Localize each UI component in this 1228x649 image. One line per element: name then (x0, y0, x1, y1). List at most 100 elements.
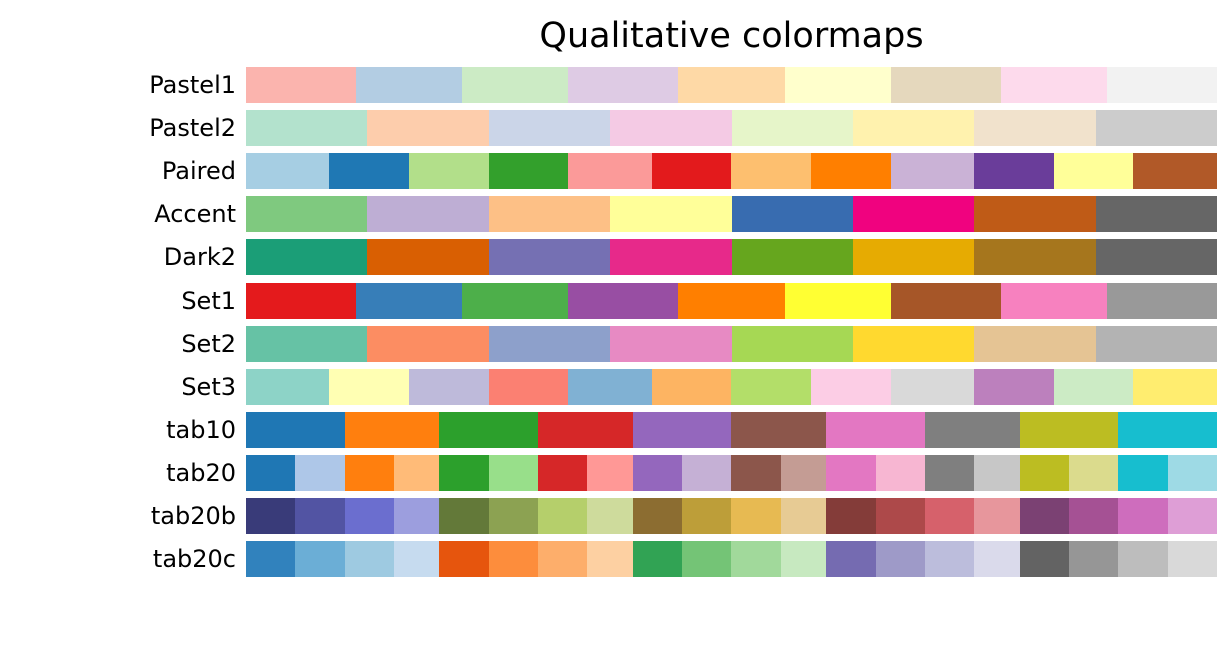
color-swatch (462, 282, 569, 319)
color-swatch (974, 498, 1020, 534)
color-swatch (1118, 498, 1168, 534)
colormap-label: Set1 (181, 286, 236, 315)
colormap-label: Pastel2 (149, 114, 236, 143)
color-swatch (890, 368, 975, 405)
color-swatch (682, 454, 732, 491)
color-swatch (587, 454, 633, 491)
color-swatch (439, 541, 489, 578)
colormap-row: Set3 (0, 368, 1228, 405)
chart-title: Qualitative colormaps (539, 16, 924, 56)
colormap-bar (246, 196, 1217, 233)
color-swatch (1068, 498, 1119, 534)
color-swatch (568, 153, 652, 190)
color-swatch (1053, 368, 1134, 405)
color-swatch (246, 325, 368, 362)
color-swatch (852, 110, 975, 147)
color-swatch (924, 411, 1020, 448)
color-swatch (1133, 153, 1217, 190)
color-swatch (344, 541, 394, 578)
color-swatch (488, 239, 611, 276)
color-swatch (875, 541, 925, 578)
color-swatch (329, 153, 410, 190)
color-swatch (488, 454, 538, 491)
color-swatch (780, 541, 827, 578)
color-swatch (826, 498, 876, 534)
color-swatch (587, 498, 633, 534)
color-swatch (344, 411, 440, 448)
color-swatch (974, 368, 1054, 405)
colormap-row: Set2 (0, 325, 1228, 362)
color-swatch (632, 411, 732, 448)
colormap-row: Pastel2 (0, 110, 1228, 147)
color-swatch (682, 541, 732, 578)
color-swatch (568, 282, 679, 319)
color-swatch (246, 67, 356, 103)
color-swatch (1106, 282, 1217, 319)
color-swatch (488, 498, 538, 534)
color-swatch (1167, 454, 1217, 491)
color-swatch (246, 110, 368, 147)
color-swatch (1106, 67, 1217, 103)
color-swatch (731, 498, 781, 534)
color-swatch (355, 282, 463, 319)
color-swatch (974, 196, 1096, 233)
colormap-row: Accent (0, 196, 1228, 233)
color-swatch (974, 541, 1020, 578)
color-swatch (439, 454, 489, 491)
color-swatch (1068, 541, 1119, 578)
color-swatch (974, 110, 1096, 147)
colormap-bar (246, 368, 1217, 405)
color-swatch (1133, 368, 1217, 405)
color-swatch (295, 541, 345, 578)
color-swatch (295, 498, 345, 534)
colormap-row: tab10 (0, 411, 1228, 448)
color-swatch (632, 541, 683, 578)
color-swatch (246, 282, 356, 319)
color-swatch (1118, 411, 1217, 448)
color-swatch (1068, 454, 1119, 491)
color-swatch (1167, 498, 1217, 534)
color-swatch (1118, 454, 1168, 491)
color-swatch (610, 110, 732, 147)
color-swatch (344, 498, 394, 534)
colormap-row: tab20c (0, 541, 1228, 578)
color-swatch (1095, 239, 1217, 276)
color-swatch (974, 325, 1096, 362)
color-swatch (568, 368, 652, 405)
colormap-bar (246, 541, 1217, 578)
color-swatch (439, 411, 539, 448)
color-swatch (731, 239, 853, 276)
color-swatch (678, 282, 785, 319)
color-swatch (1019, 498, 1069, 534)
colormap-row: tab20 (0, 454, 1228, 491)
color-swatch (246, 498, 296, 534)
color-swatch (875, 498, 925, 534)
color-swatch (1095, 196, 1217, 233)
color-swatch (1000, 67, 1107, 103)
colormap-bar (246, 239, 1217, 276)
color-swatch (246, 153, 330, 190)
color-swatch (367, 325, 489, 362)
color-swatch (488, 368, 569, 405)
color-swatch (780, 498, 827, 534)
colormap-bar (246, 454, 1217, 491)
color-swatch (731, 411, 827, 448)
color-swatch (974, 153, 1054, 190)
color-swatch (651, 368, 732, 405)
color-swatch (731, 454, 781, 491)
colormap-label: tab20 (166, 458, 236, 487)
colormap-label: Set3 (181, 372, 236, 401)
color-swatch (890, 153, 975, 190)
color-swatch (1053, 153, 1134, 190)
color-swatch (1095, 110, 1217, 147)
color-swatch (587, 541, 633, 578)
color-swatch (393, 498, 440, 534)
color-swatch (462, 67, 569, 103)
colormap-row: Pastel1 (0, 67, 1228, 103)
colormap-row: Dark2 (0, 239, 1228, 276)
colormap-label: Paired (161, 157, 236, 186)
colormap-label: tab20b (150, 502, 236, 530)
color-swatch (568, 67, 679, 103)
color-swatch (1019, 454, 1069, 491)
